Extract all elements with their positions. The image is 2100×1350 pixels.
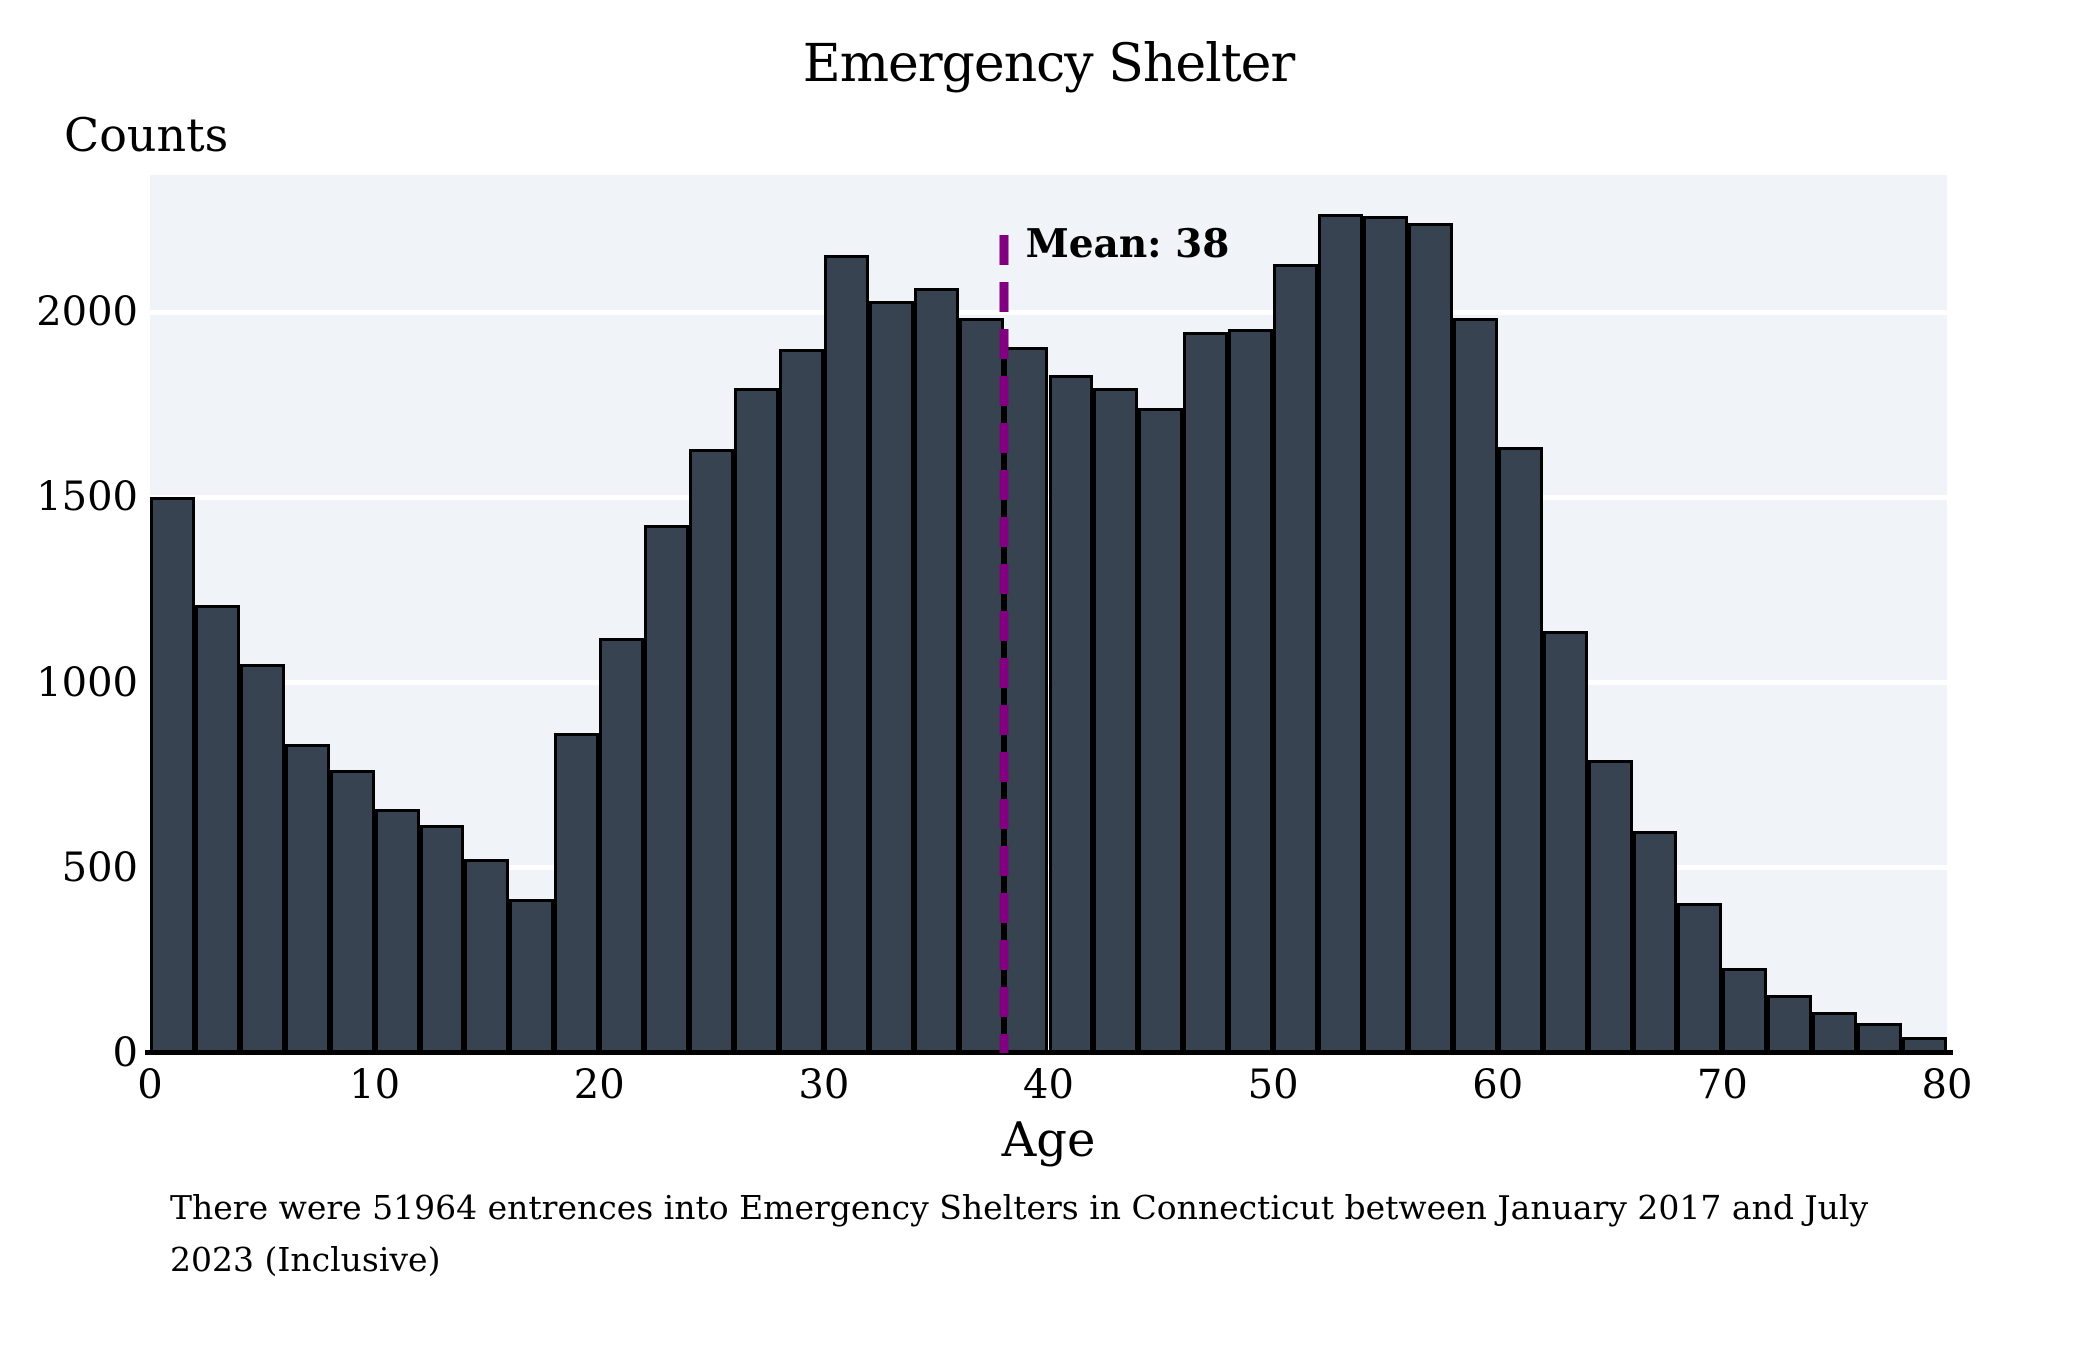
histogram-bar-age-14-16 <box>464 858 510 1053</box>
histogram-bar-age-38-40 <box>1003 347 1049 1053</box>
y-tick-label-1500: 1500 <box>36 474 138 521</box>
x-tick-label-80: 80 <box>1921 1062 1973 1108</box>
histogram-bar-age-6-8 <box>284 743 330 1053</box>
histogram-bar-age-52-54 <box>1318 213 1363 1053</box>
plot-area: Mean: 38 <box>150 175 1947 1053</box>
y-tick-label-2000: 2000 <box>36 289 138 336</box>
histogram-bar-age-78-80 <box>1902 1037 1947 1053</box>
mean-label: Mean: 38 <box>1025 221 1230 267</box>
y-tick-label-0: 0 <box>112 1030 138 1076</box>
histogram-bar-age-28-30 <box>778 349 824 1053</box>
caption: There were 51964 entrences into Emergenc… <box>170 1182 1960 1286</box>
histogram-bar-age-56-58 <box>1407 223 1453 1053</box>
histogram-bar-age-58-60 <box>1452 317 1498 1053</box>
y-tick-label-1000: 1000 <box>36 659 138 706</box>
histogram-bar-age-44-46 <box>1138 408 1184 1053</box>
histogram-bar-age-54-56 <box>1362 215 1408 1053</box>
histogram-bar-age-12-14 <box>419 825 465 1053</box>
x-axis-title: Age <box>1001 1112 1096 1168</box>
histogram-bar-age-40-42 <box>1048 375 1094 1053</box>
histogram-bar-age-26-28 <box>734 388 779 1053</box>
histogram-bar-age-8-10 <box>329 769 375 1053</box>
gridline-2000 <box>150 309 1947 315</box>
histogram-bar-age-36-38 <box>958 317 1004 1053</box>
histogram-bar-age-32-34 <box>868 300 914 1053</box>
histogram-bar-age-72-74 <box>1767 994 1813 1053</box>
histogram-bar-age-60-62 <box>1497 447 1543 1053</box>
mean-dashed-line <box>999 235 1009 1053</box>
histogram-bar-age-16-18 <box>509 899 555 1053</box>
x-tick-label-50: 50 <box>1247 1062 1299 1108</box>
caption-line: There were 51964 entrences into Emergenc… <box>170 1188 1869 1227</box>
x-tick-label-70: 70 <box>1696 1062 1748 1108</box>
chart-title: Emergency Shelter <box>802 34 1296 94</box>
histogram-bar-age-4-6 <box>239 664 285 1053</box>
x-tick-label-10: 10 <box>349 1062 401 1108</box>
histogram-bar-age-34-36 <box>913 288 959 1053</box>
x-tick-label-60: 60 <box>1472 1062 1524 1108</box>
histogram-bar-age-2-4 <box>194 604 240 1053</box>
histogram-bar-age-64-66 <box>1587 760 1633 1053</box>
histogram-bar-age-24-26 <box>689 449 735 1053</box>
histogram-bar-age-18-20 <box>554 732 600 1053</box>
histogram-bar-age-68-70 <box>1677 902 1723 1053</box>
histogram-bar-age-0-2 <box>150 497 195 1053</box>
y-axis-title: Counts <box>64 108 229 162</box>
y-tick-label-500: 500 <box>61 844 138 891</box>
histogram-bar-age-46-48 <box>1183 332 1229 1053</box>
histogram-bar-age-74-76 <box>1812 1011 1858 1053</box>
histogram-bar-age-48-50 <box>1228 328 1274 1053</box>
x-tick-label-30: 30 <box>798 1062 850 1108</box>
x-tick-label-20: 20 <box>573 1062 625 1108</box>
histogram-bar-age-42-44 <box>1093 388 1139 1053</box>
histogram-bar-age-10-12 <box>374 808 420 1053</box>
histogram-bar-age-66-68 <box>1632 830 1678 1053</box>
histogram-bar-age-20-22 <box>599 638 645 1053</box>
x-tick-label-0: 0 <box>137 1062 163 1108</box>
x-tick-label-40: 40 <box>1023 1062 1074 1108</box>
x-axis-line <box>145 1050 1953 1055</box>
histogram-bar-age-70-72 <box>1722 967 1768 1053</box>
caption-line: 2023 (Inclusive) <box>170 1240 441 1279</box>
histogram-bar-age-76-78 <box>1857 1022 1903 1053</box>
histogram-bar-age-50-52 <box>1273 263 1319 1053</box>
histogram-bar-age-30-32 <box>823 254 869 1053</box>
histogram-bar-age-62-64 <box>1542 630 1588 1053</box>
histogram-bar-age-22-24 <box>644 525 690 1053</box>
